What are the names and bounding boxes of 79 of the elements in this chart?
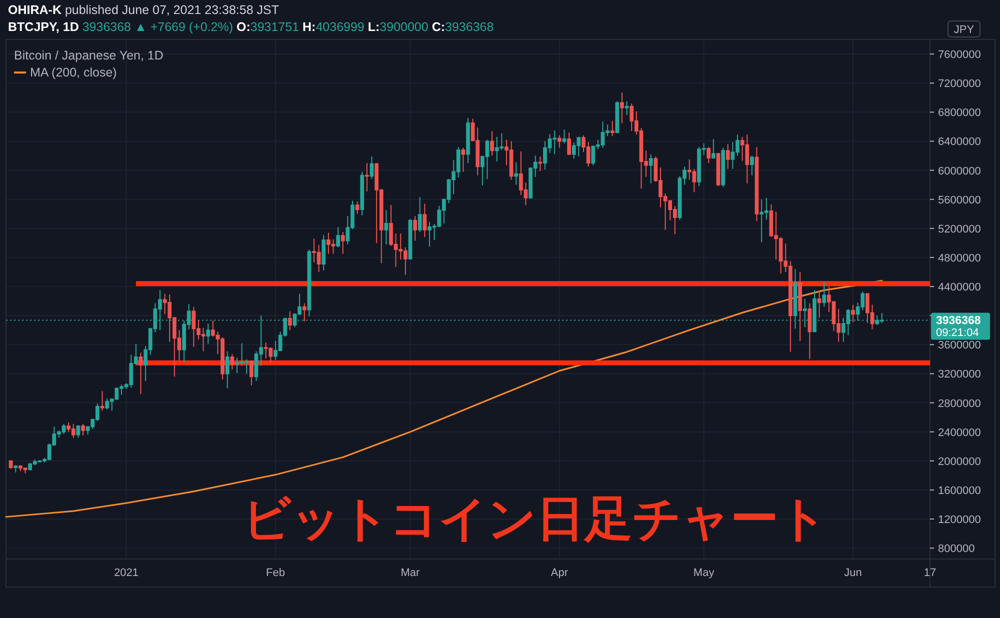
candlestick [557, 134, 562, 148]
x-tick-label: Feb [266, 567, 285, 579]
candlestick [370, 156, 374, 180]
legend-label: MA (200, close) [30, 66, 117, 80]
candlestick [567, 132, 572, 156]
candlestick [726, 144, 730, 170]
text: 09:21:04 [936, 327, 979, 340]
candlestick [307, 248, 312, 317]
candlestick [490, 130, 494, 156]
candlestick [302, 302, 306, 322]
y-axis-title: JPY [954, 24, 975, 36]
x-tick-label: Jun [844, 567, 862, 579]
candlestick [288, 310, 292, 331]
candlestick [422, 203, 427, 238]
text: Bitcoin / Japanese Yen, 1D [14, 48, 164, 62]
y-tick-label: 6400000 [938, 136, 981, 148]
y-tick-label: 3200000 [938, 368, 981, 381]
candlestick [562, 129, 566, 144]
candlestick [340, 232, 345, 254]
candlestick [822, 282, 826, 308]
y-tick-label: 5600000 [938, 194, 981, 206]
y-tick-label: 4400000 [938, 282, 981, 294]
candlestick [706, 146, 711, 164]
y-tick-label: 2000000 [938, 456, 981, 468]
x-tick-label: Apr [550, 567, 568, 579]
candlestick [808, 302, 812, 360]
text: ビットコイン日足チャート [242, 491, 828, 547]
y-tick-label: 2800000 [938, 398, 981, 410]
candlestick [225, 350, 230, 389]
y-tick-label: 7600000 [938, 49, 981, 62]
candlestick [750, 155, 754, 176]
candlestick [322, 234, 326, 272]
y-tick-label: 2400000 [938, 426, 981, 439]
candlestick [230, 354, 234, 370]
candlestick [206, 323, 210, 344]
candlestick [360, 171, 364, 216]
candlestick [514, 162, 518, 186]
candlestick [14, 464, 18, 474]
candlestick [538, 156, 542, 172]
candlestick [100, 390, 104, 412]
candlestick [798, 272, 802, 342]
candlestick [384, 210, 388, 245]
candlestick [249, 360, 254, 386]
y-tick-label: 800000 [938, 543, 975, 556]
x-tick-label: 17 [924, 567, 936, 579]
y-tick-label: 4800000 [938, 252, 981, 264]
candlestick [610, 120, 614, 137]
y-tick-label: 1600000 [938, 484, 981, 497]
y-tick-label: 3600000 [938, 340, 981, 352]
candlestick [413, 216, 418, 242]
text: BTCJPY, 1D 3936368 ▲ +7669 (+0.2%) O:3931751 H:4036999 L:3900000 C:3936368 [8, 20, 494, 34]
y-tick-label: 6800000 [938, 107, 981, 120]
candlestick [355, 201, 360, 214]
candlestick [624, 100, 629, 116]
x-tick-label: 2021 [114, 567, 139, 579]
ref-line-label: 3936368 [936, 315, 982, 328]
text: OHIRA-K published June 07, 2021 23:38:58 JST [8, 3, 280, 17]
candlestick [81, 423, 85, 436]
candlestick [461, 147, 466, 172]
candlestick [364, 162, 369, 192]
y-tick-label: 5200000 [938, 223, 981, 236]
candlestick [466, 117, 470, 164]
candlestick [711, 138, 716, 160]
candlestick [721, 147, 726, 188]
y-tick-label: 7200000 [938, 78, 981, 90]
y-tick-label: 6000000 [938, 165, 981, 178]
candlestick [851, 304, 855, 323]
candlestick [615, 100, 620, 134]
candlestick [76, 424, 80, 438]
x-tick-label: May [693, 567, 715, 579]
candlestick [138, 352, 143, 395]
candlestick [336, 226, 340, 248]
candlestick [620, 92, 624, 124]
candlestick [817, 290, 822, 318]
y-tick-label: 1200000 [938, 514, 981, 526]
x-tick-label: Mar [400, 567, 420, 579]
candlestick [648, 154, 653, 184]
candlestick [418, 196, 422, 233]
candlestick [8, 460, 13, 470]
